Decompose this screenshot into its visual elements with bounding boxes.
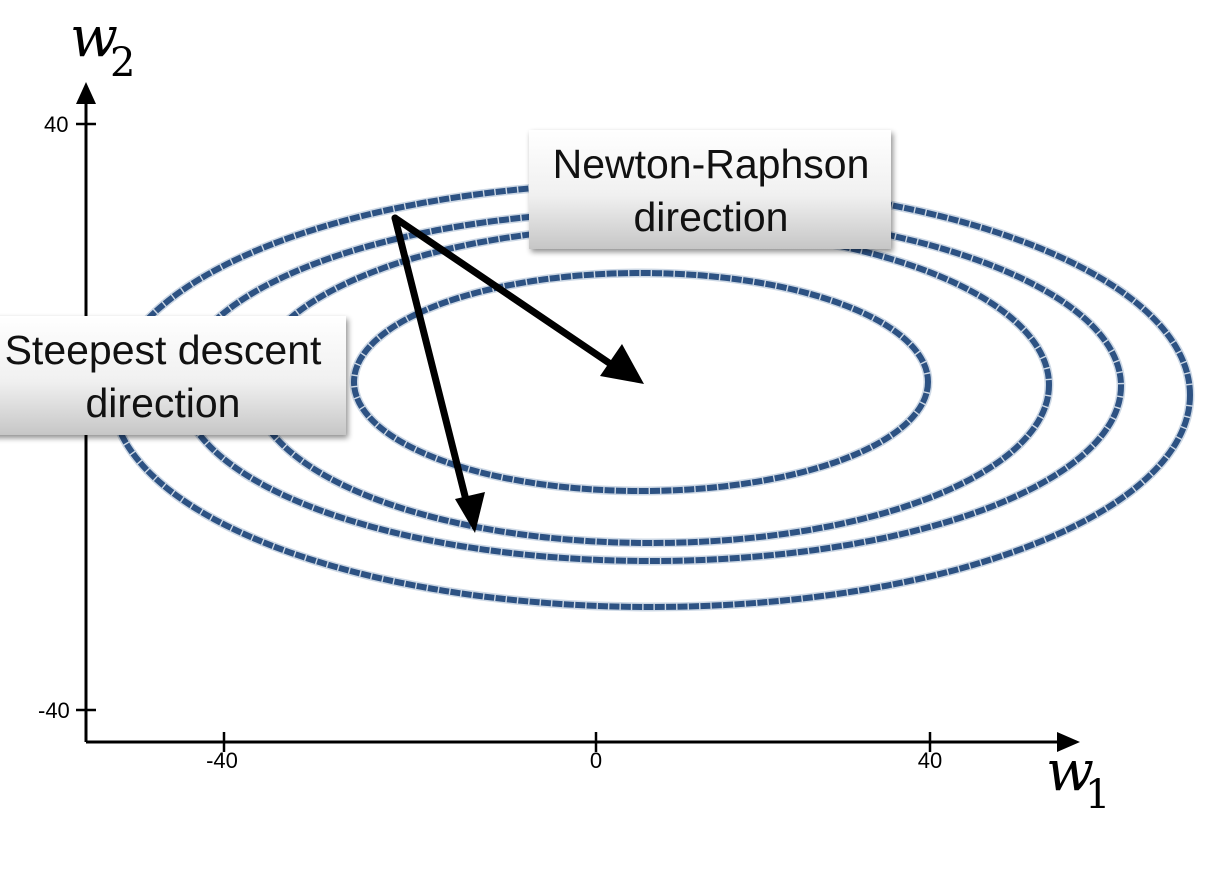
y-axis-arrowhead <box>76 82 96 104</box>
y-tick-label-neg40: -40 <box>38 698 70 723</box>
x-tick-label-neg40: -40 <box>206 748 238 773</box>
y-tick-label-40: 40 <box>44 112 68 137</box>
x-axis-variable: w <box>1046 739 1094 804</box>
steepest-descent-label-line2: direction <box>86 380 241 426</box>
steepest-descent-label-line1: Steepest descent <box>5 327 322 373</box>
direction-arrows <box>391 214 644 533</box>
newton-raphson-arrowhead <box>600 344 644 384</box>
newton-raphson-callout <box>529 130 891 249</box>
steepest-descent-arrowhead <box>455 492 485 533</box>
x-tick-label-0: 0 <box>590 748 602 773</box>
y-axis-subscript: 2 <box>110 40 135 86</box>
steepest-descent-callout <box>0 316 346 435</box>
newton-raphson-arrow-shaft <box>391 214 622 373</box>
y-axis-variable: w <box>70 5 118 70</box>
x-axis-subscript: 1 <box>1085 772 1110 818</box>
newton-raphson-label-line1: Newton-Raphson <box>553 141 870 187</box>
x-axis-arrowhead <box>1057 732 1080 752</box>
newton-raphson-label-line2: direction <box>634 194 789 240</box>
contour-ring-inner <box>351 270 931 494</box>
x-tick-label-40: 40 <box>918 748 942 773</box>
steepest-descent-arrow-shaft <box>391 214 472 512</box>
